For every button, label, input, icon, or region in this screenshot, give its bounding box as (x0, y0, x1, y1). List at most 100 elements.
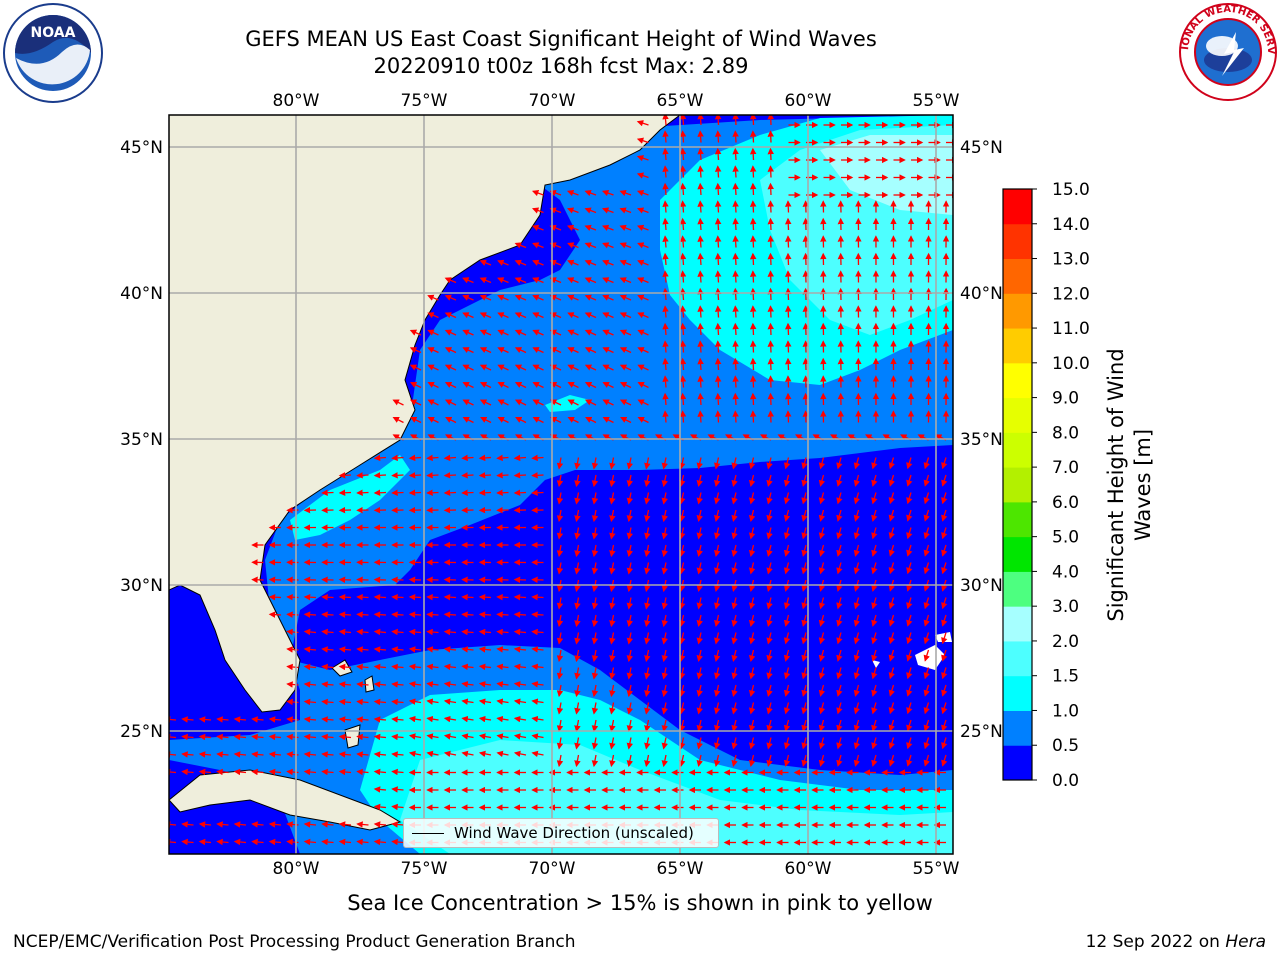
wave-arrow-839 (853, 597, 861, 610)
wave-arrow-297 (619, 329, 632, 336)
wave-arrow-967 (408, 663, 422, 671)
wave-arrow-129 (697, 217, 704, 231)
wave-arrow-417 (532, 399, 544, 406)
wave-arrow-883 (941, 614, 948, 627)
wave-arrow-746 (609, 562, 616, 575)
wave-arrow-1019 (661, 684, 668, 698)
wave-arrow-1048 (496, 698, 509, 705)
wave-arrow-1136 (461, 733, 474, 740)
wave-arrow-507 (408, 454, 422, 462)
wave-arrow-664 (574, 527, 581, 540)
wave-arrow-1164 (169, 751, 177, 758)
wave-arrow-227 (462, 294, 474, 301)
wave-arrow-238 (662, 287, 669, 301)
wave-arrow-270 (697, 305, 704, 318)
wave-arrow-625 (574, 509, 581, 523)
wave-arrow-267 (637, 312, 649, 319)
wave-arrow-579 (426, 489, 439, 497)
wave-arrow-854 (426, 611, 439, 618)
wave-arrow-598 (766, 492, 773, 505)
wave-arrow-807 (286, 593, 299, 601)
wave-arrow-531 (836, 457, 843, 470)
wave-arrow-1115 (888, 719, 895, 732)
longitude-labels-top: 80°W 75°W 70°W 65°W 60°W 55°W (273, 91, 960, 111)
footer-date: 12 Sep 2022 on Hera (1086, 932, 1266, 952)
wave-arrow-144 (514, 242, 527, 249)
lat-label-left-2: 35°N (120, 430, 163, 450)
wave-arrow-862 (574, 614, 581, 628)
wave-arrow-169 (479, 259, 492, 266)
wave-arrow-548 (513, 472, 527, 479)
wave-arrow-704 (574, 544, 581, 558)
wave-arrow-925 (338, 646, 352, 653)
wave-arrow-410 (409, 399, 422, 406)
wave-arrow-891 (408, 628, 422, 636)
wave-arrow-1092 (478, 715, 492, 723)
wave-arrow-749 (661, 562, 668, 575)
wave-arrow-362 (679, 357, 687, 371)
wave-arrow-1185 (531, 750, 544, 758)
wave-arrow-151 (637, 242, 649, 249)
wave-arrow-171 (514, 259, 527, 266)
wave-arrow-368 (784, 357, 792, 371)
wave-arrow-1052 (574, 702, 581, 715)
wave-arrow-1041 (373, 698, 387, 706)
wave-arrow-534 (888, 457, 895, 470)
wave-arrow-878 (853, 614, 861, 627)
wave-arrow-547 (496, 472, 509, 479)
wave-arrow-25 (767, 130, 774, 143)
wave-arrow-1064 (783, 702, 791, 715)
wave-arrow-550 (556, 474, 564, 488)
wave-arrow-591 (644, 492, 651, 505)
wave-arrow-823 (574, 597, 581, 610)
wave-arrow-1122 (216, 733, 229, 741)
wave-arrow-1077 (216, 716, 229, 723)
wave-arrow-204 (584, 277, 597, 284)
wave-arrow-982 (679, 667, 686, 680)
wave-arrow-808 (303, 593, 317, 601)
wave-arrow-379 (427, 382, 439, 389)
wave-arrow-206 (619, 277, 632, 284)
wave-arrow-680 (853, 527, 861, 540)
wave-arrow-714 (748, 544, 756, 557)
wave-arrow-989 (801, 667, 808, 680)
wave-arrow-40 (714, 147, 722, 161)
wave-arrow-1101 (644, 719, 651, 733)
wave-arrow-602 (836, 492, 843, 505)
wave-arrow-0 (636, 120, 649, 127)
wave-arrow-1135 (443, 733, 457, 740)
wave-arrow-127 (662, 217, 669, 231)
wave-arrow-1165 (181, 751, 194, 758)
wave-arrow-575 (356, 489, 369, 497)
wave-arrow-970 (461, 663, 474, 671)
latitude-labels-right: 45°N 40°N 35°N 30°N 25°N (960, 138, 1003, 742)
wave-arrow-811 (356, 593, 369, 601)
wave-arrow-1108 (766, 719, 773, 732)
wave-arrow-272 (732, 305, 739, 318)
wave-arrow-554 (626, 474, 634, 488)
wave-arrow-1179 (426, 750, 439, 758)
wave-arrow-458 (697, 410, 704, 423)
wave-arrow-603 (853, 492, 861, 505)
wave-arrow-1065 (801, 702, 808, 715)
wave-arrow-306 (784, 322, 792, 336)
wave-arrow-442 (410, 417, 422, 424)
wave-arrow-356 (567, 364, 579, 371)
wave-arrow-828 (661, 597, 668, 610)
wave-arrow-1113 (853, 719, 861, 732)
wave-arrow-954 (853, 649, 861, 662)
wave-arrow-1 (662, 115, 669, 126)
wave-arrow-236 (619, 294, 632, 301)
wave-arrow-633 (714, 509, 721, 522)
wave-arrow-108 (749, 200, 757, 213)
wave-arrow-109 (767, 200, 774, 213)
wave-arrow-244 (767, 287, 774, 301)
wave-arrow-911 (766, 632, 773, 645)
wave-arrow-1088 (408, 715, 422, 723)
wave-arrow-631 (679, 509, 686, 522)
wave-arrow-1131 (373, 733, 387, 741)
wave-arrow-572 (941, 474, 948, 487)
wave-arrow-512 (496, 454, 509, 462)
wave-arrow-255 (427, 312, 439, 319)
wave-arrow-1148 (679, 737, 686, 750)
